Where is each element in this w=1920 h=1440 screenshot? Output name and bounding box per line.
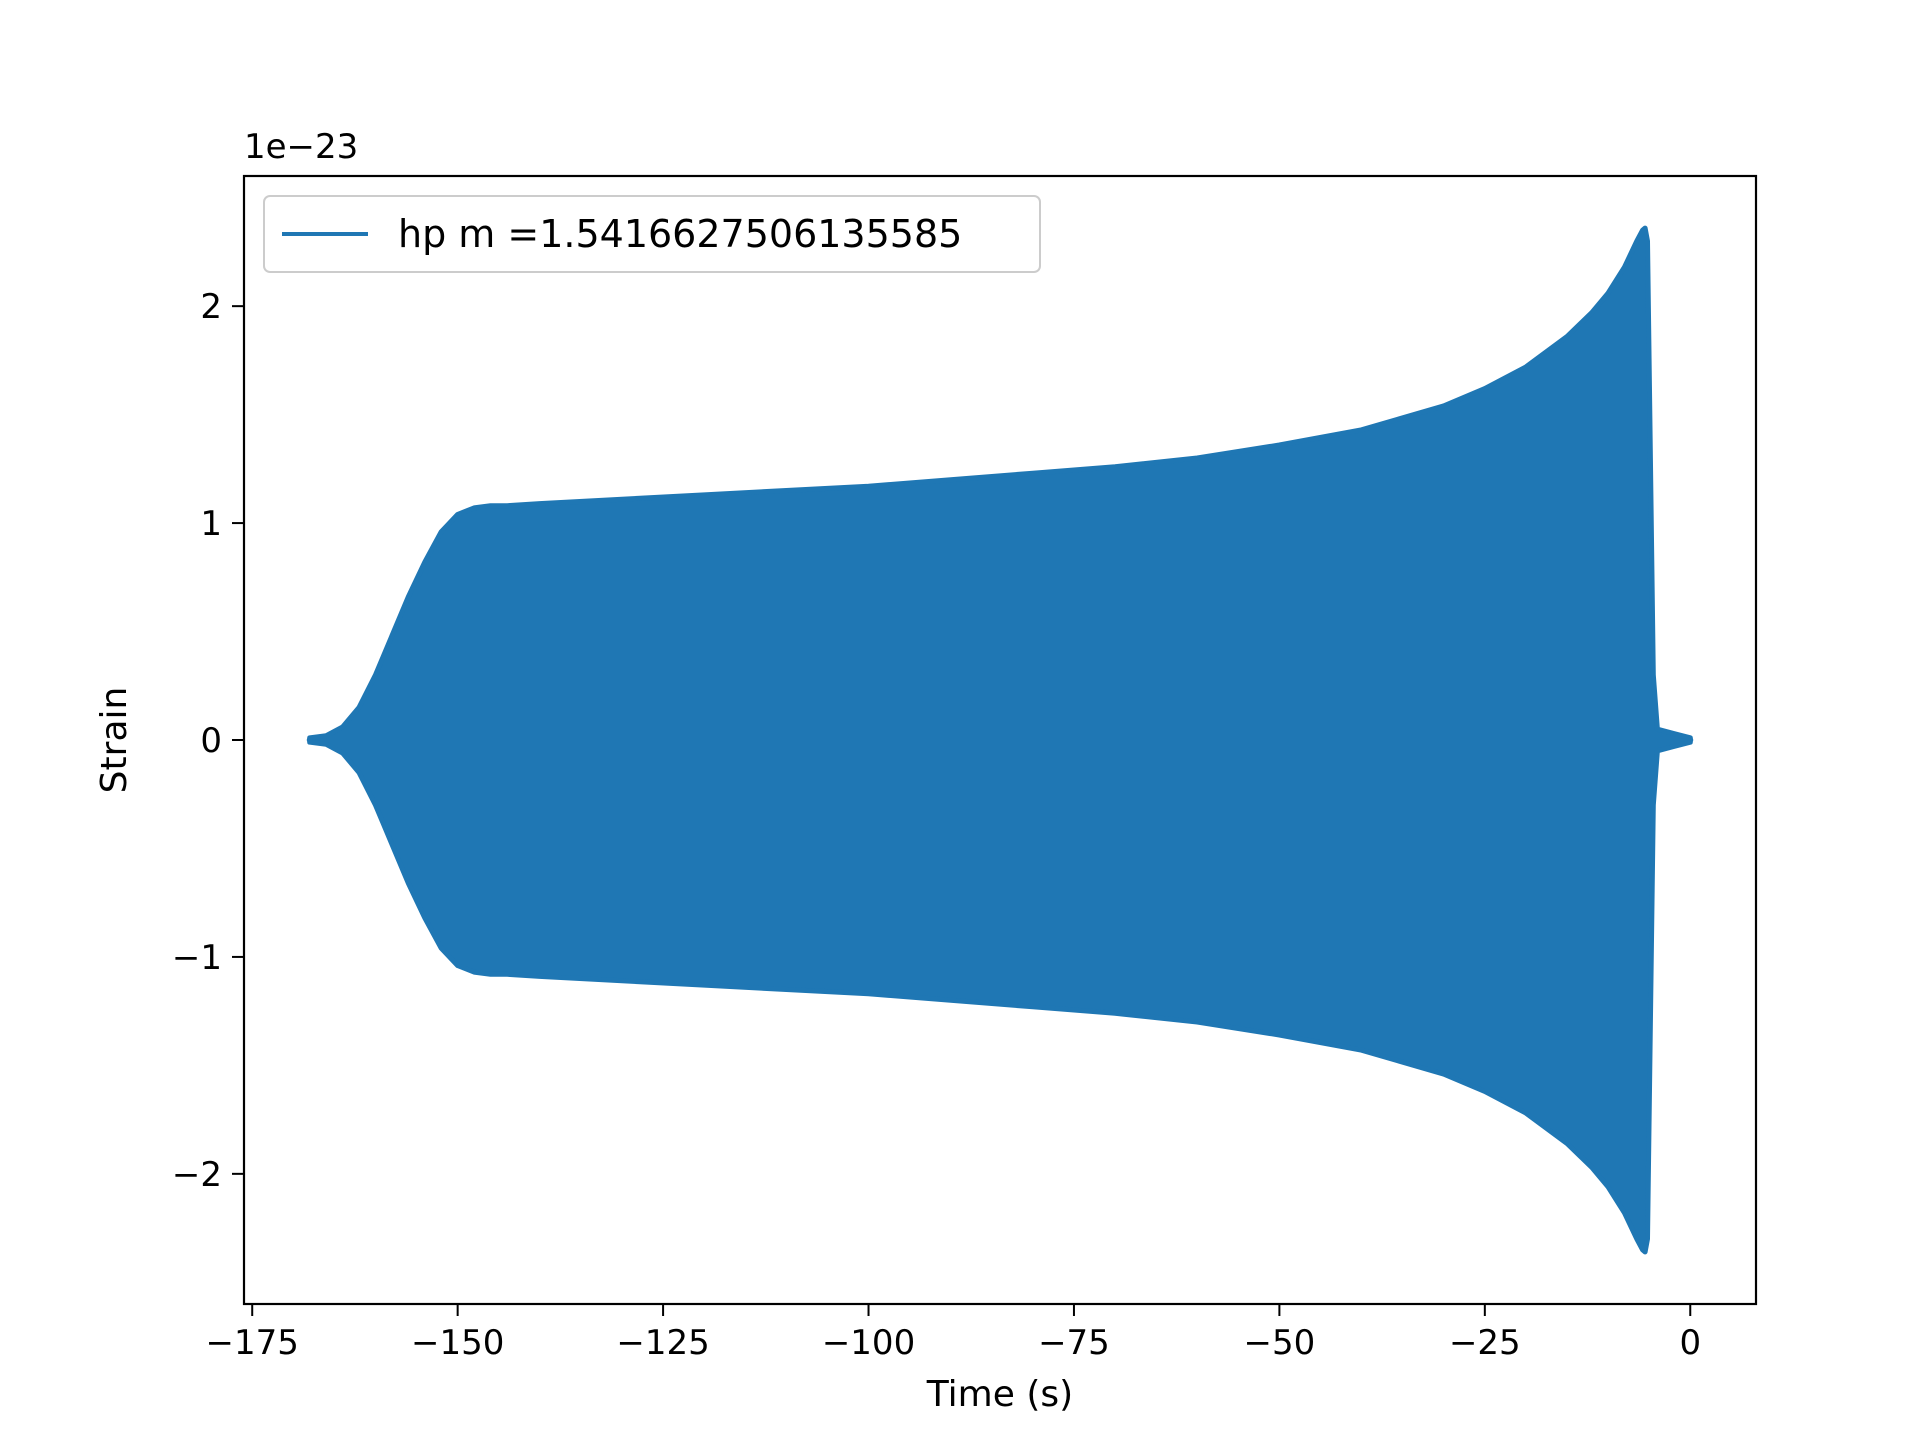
legend-box bbox=[263, 195, 1041, 273]
series-waveform bbox=[307, 225, 1693, 1255]
x-tick-label: −150 bbox=[411, 1323, 504, 1363]
y-tick-label: 1 bbox=[200, 504, 222, 544]
legend-entry: hp m =1.5416627506135585 bbox=[398, 212, 962, 256]
y-tick-label: −2 bbox=[172, 1155, 222, 1195]
y-axis: −2 −1 0 1 2 bbox=[172, 287, 244, 1195]
y-axis-label: Strain bbox=[94, 687, 135, 794]
legend: hp m =1.5416627506135585 bbox=[263, 195, 1041, 273]
x-tick-label: 0 bbox=[1679, 1323, 1701, 1363]
x-axis: −175 −150 −125 −100 −75 −50 −25 0 bbox=[206, 1304, 1701, 1363]
x-tick-label: −75 bbox=[1038, 1323, 1110, 1363]
x-tick-label: −100 bbox=[822, 1323, 915, 1363]
x-axis-label: Time (s) bbox=[926, 1374, 1073, 1415]
y-tick-label: −1 bbox=[172, 938, 222, 978]
y-tick-label: 2 bbox=[200, 287, 222, 327]
x-tick-label: −175 bbox=[206, 1323, 299, 1363]
x-tick-label: −25 bbox=[1449, 1323, 1521, 1363]
x-tick-label: −50 bbox=[1244, 1323, 1316, 1363]
plot-area bbox=[306, 225, 1694, 1255]
y-offset-text: 1e−23 bbox=[244, 127, 358, 167]
x-tick-label: −125 bbox=[616, 1323, 709, 1363]
y-tick-label: 0 bbox=[200, 721, 222, 761]
